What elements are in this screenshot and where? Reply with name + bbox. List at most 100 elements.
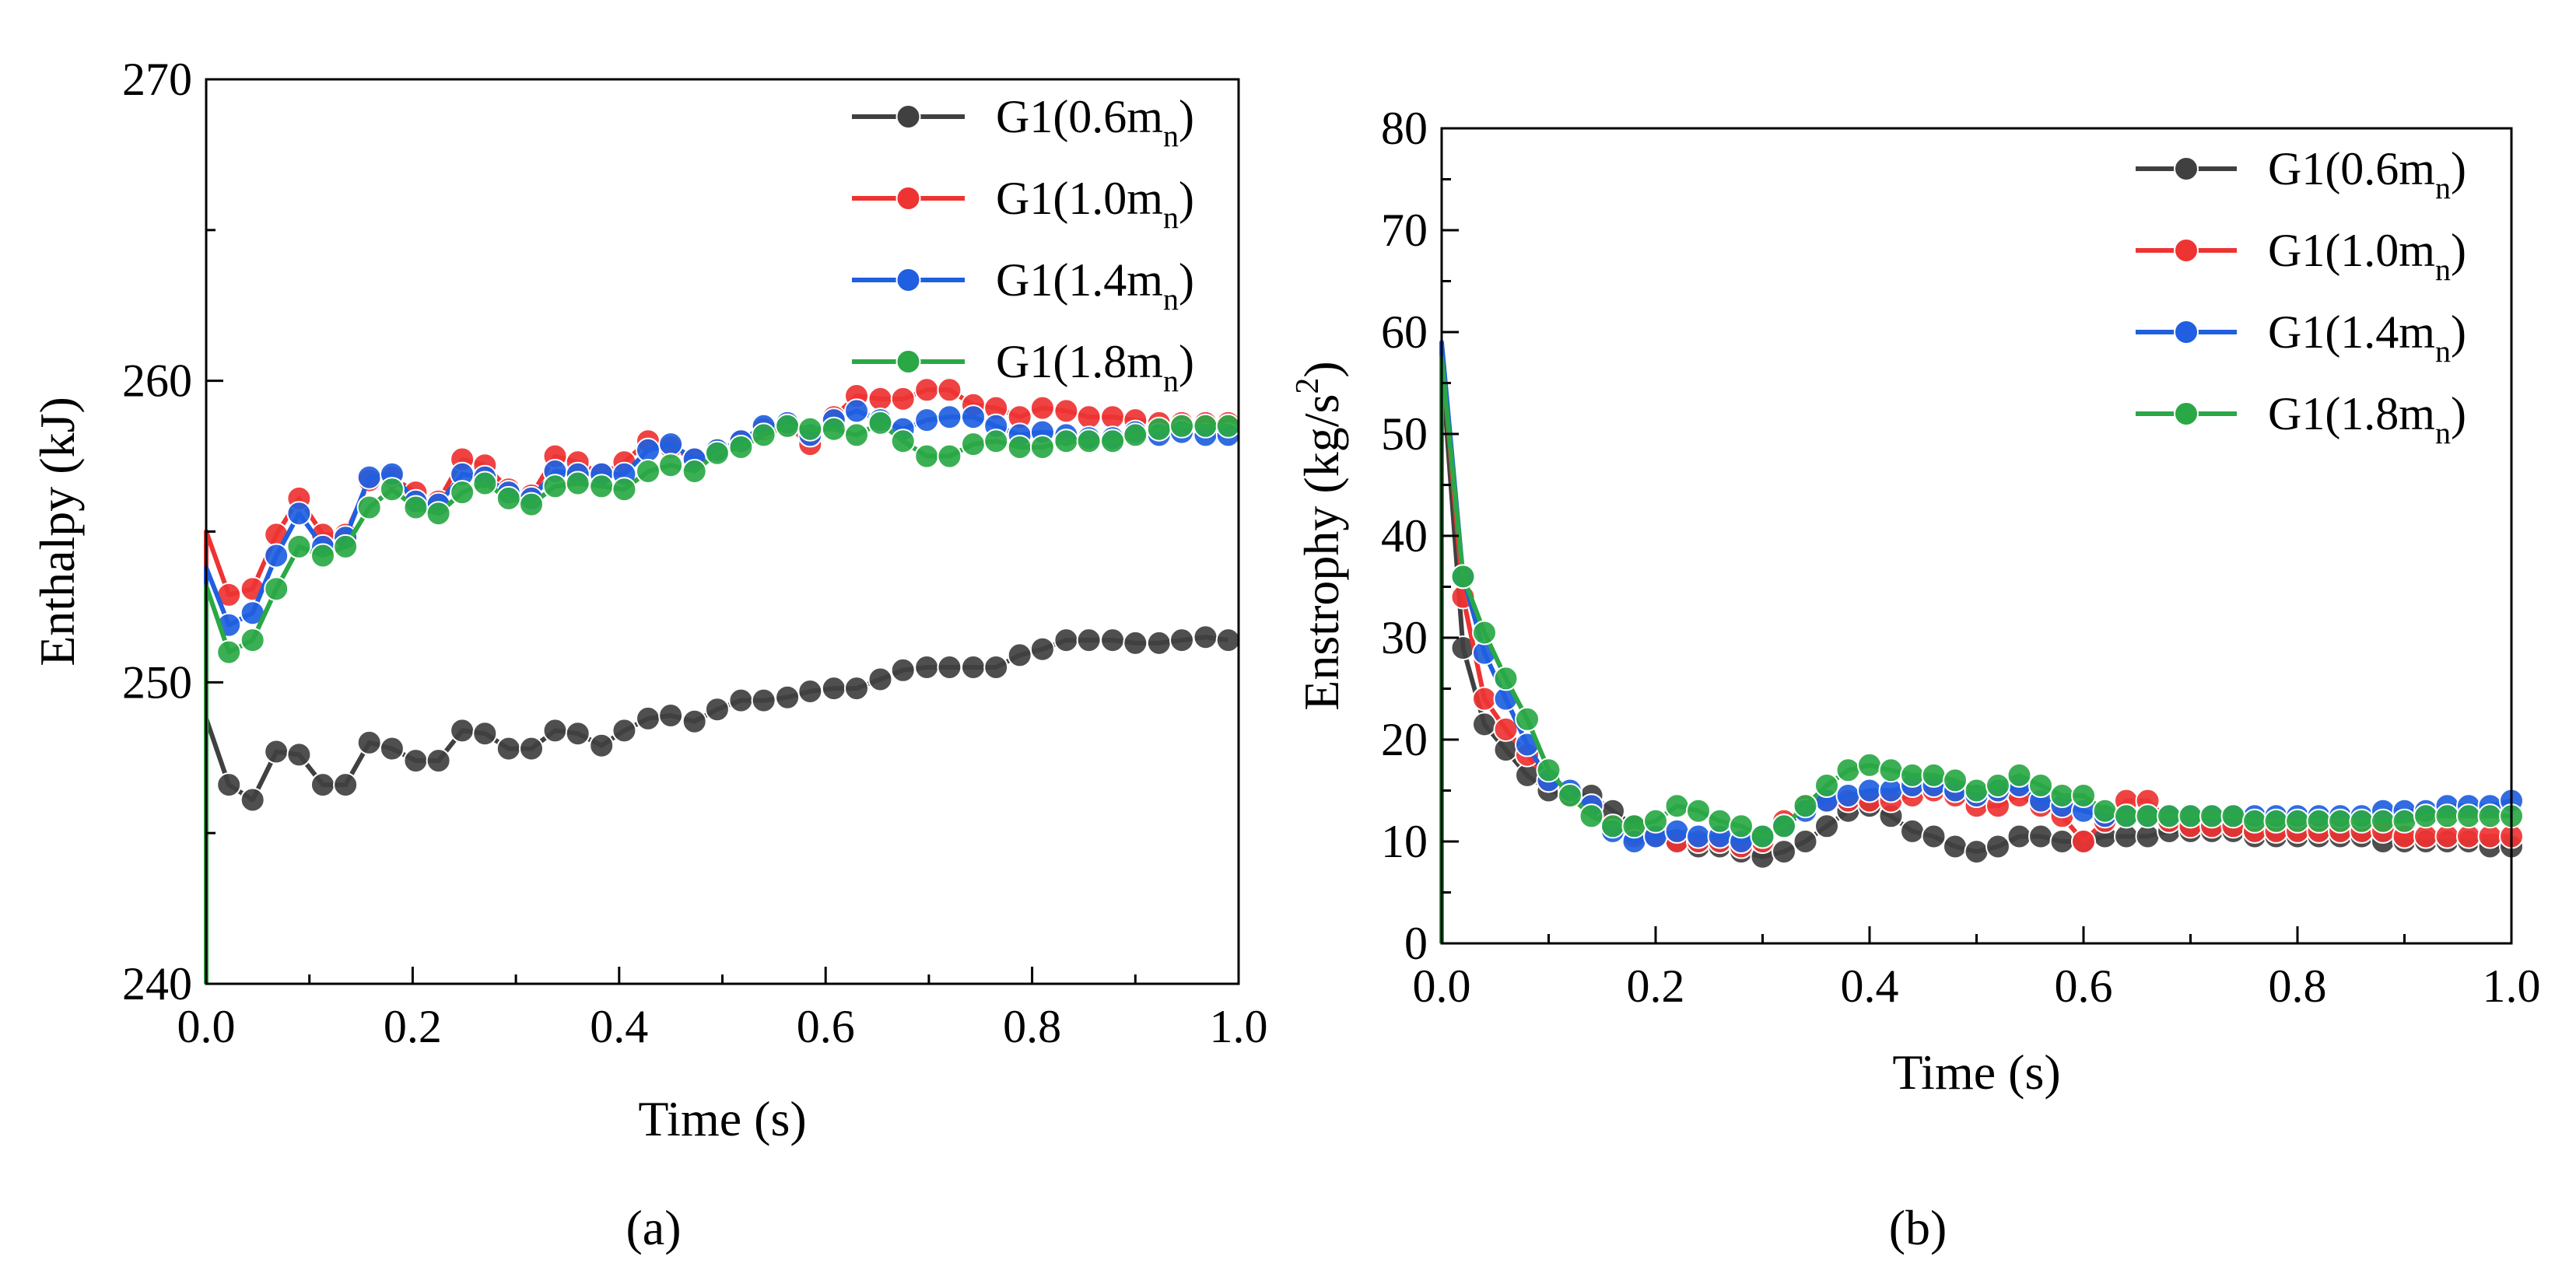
data-point-a-3-11	[450, 480, 475, 506]
data-point-a-0-9	[403, 748, 429, 774]
data-point-a-1-29	[867, 386, 893, 411]
data-point-a-3-28	[844, 422, 869, 448]
data-point-b-1-2	[1472, 686, 1497, 712]
data-point-a-0-28	[844, 676, 869, 701]
data-point-a-0-43	[1193, 625, 1218, 650]
data-point-b-3-43	[2349, 808, 2374, 834]
x-tick-label-a-2: 0.4	[590, 1001, 648, 1052]
y-tick-label-b-3: 30	[1381, 612, 1428, 663]
legend-marker-a-1	[895, 186, 921, 211]
data-point-b-2-20	[1857, 778, 1882, 803]
data-point-b-3-16	[1772, 813, 1796, 839]
data-point-b-1-30	[2071, 829, 2096, 854]
data-point-b-3-1	[1450, 564, 1476, 590]
data-point-a-0-40	[1123, 630, 1148, 656]
y-tick-label-b-5: 50	[1381, 408, 1428, 460]
data-point-a-0-39	[1100, 628, 1126, 653]
data-point-a-3-24	[751, 422, 776, 448]
data-point-a-0-27	[821, 676, 846, 701]
data-point-a-2-19	[636, 437, 661, 463]
x-tick-label-b-0: 0.0	[1413, 960, 1471, 1012]
data-point-b-3-36	[2199, 803, 2224, 829]
data-point-a-0-37	[1053, 628, 1079, 653]
data-point-a-3-44	[1215, 413, 1241, 439]
data-point-a-3-16	[565, 471, 591, 496]
data-point-a-0-32	[937, 655, 962, 680]
x-tick-label-a-3: 0.6	[797, 1001, 855, 1052]
data-point-a-3-20	[658, 453, 684, 478]
x-tick-label-b-4: 0.8	[2269, 960, 2327, 1012]
data-point-b-3-17	[1793, 793, 1818, 819]
data-point-a-0-4	[286, 742, 312, 768]
legend-marker-b-0	[2174, 156, 2199, 181]
data-point-b-3-34	[2157, 803, 2182, 829]
data-point-b-3-7	[1579, 803, 1604, 829]
data-point-b-3-38	[2242, 808, 2267, 834]
legend-label-b-1: G1(1.0mn)	[2268, 225, 2466, 287]
data-point-a-0-10	[426, 748, 451, 774]
data-point-a-3-42	[1169, 413, 1194, 439]
data-point-b-3-26	[1985, 773, 2010, 798]
data-point-a-0-13	[496, 736, 521, 761]
data-point-a-0-18	[612, 718, 637, 743]
data-point-a-0-24	[751, 687, 776, 713]
data-point-b-3-29	[2049, 783, 2075, 808]
y-tick-label-b-0: 0	[1404, 918, 1428, 969]
data-point-a-0-2	[240, 787, 265, 813]
data-point-a-2-7	[356, 464, 382, 490]
data-point-a-0-35	[1007, 642, 1032, 668]
x-tick-label-a-5: 1.0	[1210, 1001, 1268, 1052]
data-point-a-0-25	[775, 684, 801, 710]
data-point-b-3-44	[2371, 808, 2396, 834]
data-point-b-0-18	[1814, 813, 1839, 839]
data-point-a-3-38	[1076, 429, 1102, 454]
data-point-b-3-4	[1515, 706, 1540, 732]
data-point-a-3-33	[961, 432, 986, 457]
data-point-a-3-23	[728, 435, 754, 460]
data-point-a-2-4	[286, 501, 312, 527]
data-point-b-0-24	[1943, 834, 1968, 859]
y-tick-label-b-8: 80	[1381, 103, 1428, 154]
data-point-a-3-2	[240, 628, 265, 653]
legend-label-b-3: G1(1.8mn)	[2268, 388, 2466, 450]
data-point-a-3-21	[682, 459, 707, 484]
data-point-a-0-26	[797, 679, 823, 704]
data-point-a-1-39	[1100, 404, 1126, 430]
data-point-a-0-19	[636, 705, 661, 731]
data-point-a-3-27	[821, 416, 846, 442]
data-point-a-3-35	[1007, 435, 1032, 460]
data-point-b-3-13	[1707, 808, 1733, 834]
data-point-a-3-31	[914, 443, 940, 469]
data-point-a-3-34	[983, 429, 1009, 454]
data-point-b-3-33	[2135, 803, 2161, 829]
data-point-a-0-17	[589, 733, 615, 758]
data-point-a-1-36	[1029, 395, 1055, 421]
data-point-b-0-22	[1900, 818, 1925, 844]
data-point-a-3-14	[519, 492, 544, 517]
data-point-a-1-32	[937, 377, 962, 403]
data-point-a-3-7	[356, 495, 382, 520]
panel-label-a: (a)	[626, 1200, 681, 1255]
data-point-b-3-41	[2306, 808, 2332, 834]
data-point-a-0-29	[867, 666, 893, 692]
data-point-a-0-33	[961, 655, 986, 680]
data-point-a-0-16	[565, 721, 591, 747]
data-point-a-0-36	[1029, 636, 1055, 662]
legend-label-a-1: G1(1.0mn)	[996, 173, 1194, 235]
data-point-b-3-8	[1600, 813, 1625, 839]
data-point-b-3-48	[2456, 803, 2481, 829]
data-point-a-2-32	[937, 404, 962, 430]
legend-label-a-2: G1(1.4mn)	[996, 254, 1194, 317]
data-point-a-1-38	[1076, 404, 1102, 430]
data-point-a-3-26	[797, 416, 823, 442]
data-point-b-3-31	[2092, 798, 2118, 824]
data-point-b-3-21	[1878, 757, 1904, 783]
data-point-a-3-18	[612, 477, 637, 502]
data-point-b-3-28	[2028, 773, 2053, 798]
data-point-b-3-49	[2477, 803, 2503, 829]
data-point-a-0-8	[379, 736, 405, 761]
data-point-a-0-31	[914, 655, 940, 680]
data-point-b-3-42	[2328, 808, 2353, 834]
data-point-b-0-2	[1472, 712, 1497, 737]
x-axis-title-b: Time (s)	[1892, 1044, 2060, 1100]
